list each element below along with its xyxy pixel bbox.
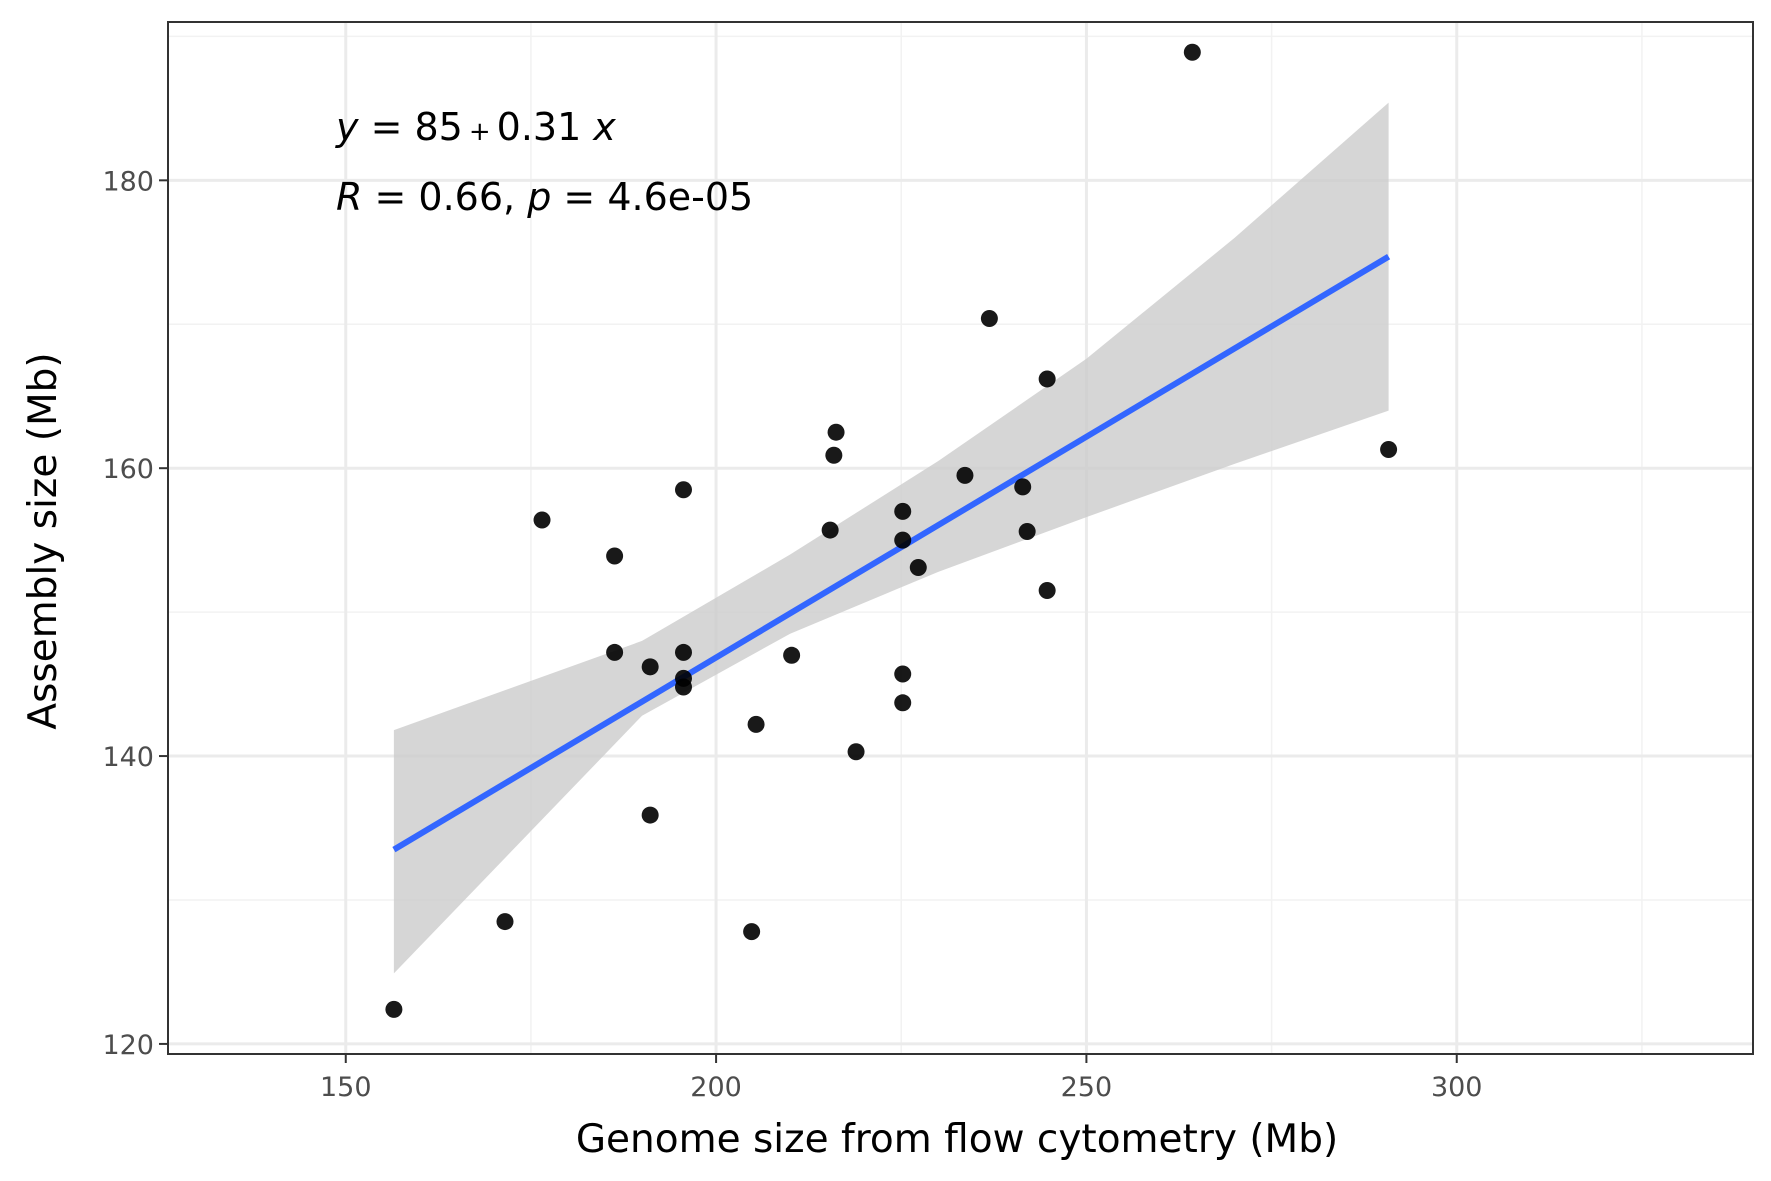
data-point (1018, 523, 1036, 541)
equation-slope: 0.31 (497, 105, 582, 149)
panel-border (167, 21, 1754, 1055)
data-point (847, 743, 865, 761)
y-tick-label: 180 (102, 166, 154, 197)
data-point (496, 913, 514, 931)
equation-intercept: 85 (415, 105, 463, 149)
equation-y-var: y (335, 105, 359, 149)
data-point (956, 466, 974, 484)
data-point (1183, 43, 1201, 61)
y-tick-label: 140 (102, 742, 154, 773)
equation-x-var: x (592, 105, 616, 149)
stats-r-value: 0.66 (418, 175, 503, 219)
y-tick-label: 120 (102, 1030, 154, 1061)
data-point (1038, 582, 1056, 600)
data-point (980, 310, 998, 328)
data-point (533, 511, 551, 529)
data-point (743, 923, 761, 941)
data-point (747, 715, 765, 733)
x-tick-label: 250 (1061, 1072, 1113, 1103)
data-point (783, 646, 801, 664)
data-point (825, 446, 843, 464)
data-point (606, 643, 624, 661)
data-point (909, 559, 927, 577)
y-axis-label: Assembly size (Mb) (21, 352, 66, 729)
data-point (827, 423, 845, 441)
data-point (821, 521, 839, 539)
data-point (894, 531, 912, 549)
x-axis-label: Genome size from flow cytometry (Mb) (576, 1117, 1338, 1162)
correlation-stats: R = 0.66, p = 4.6e-05 (336, 175, 753, 219)
data-point (1380, 440, 1398, 458)
data-point (641, 806, 659, 824)
data-point (674, 643, 692, 661)
y-axis-ticks: 120 140 160 180 (102, 166, 168, 1061)
x-tick-label: 200 (690, 1072, 742, 1103)
x-tick-label: 300 (1431, 1072, 1483, 1103)
confidence-band (393, 102, 1389, 974)
y-tick-label: 160 (102, 454, 154, 485)
equation-operator: + (469, 117, 491, 147)
data-points (385, 43, 1398, 1018)
stats-r-var: R (336, 175, 362, 219)
data-point (385, 1000, 403, 1018)
stats-p-value: 4.6e-05 (607, 175, 753, 219)
data-point (641, 658, 659, 676)
data-point (1014, 478, 1032, 496)
x-tick-label: 150 (320, 1072, 372, 1103)
x-axis-ticks: 150 200 250 300 (320, 1054, 1483, 1103)
data-point (606, 547, 624, 565)
data-point (894, 502, 912, 520)
data-point (674, 678, 692, 696)
data-point (1038, 370, 1056, 388)
data-point (674, 481, 692, 499)
data-point (894, 665, 912, 683)
stats-p-var: p (526, 175, 551, 219)
regression-equation: y = 85 +0.31 x (335, 105, 616, 149)
data-point (894, 694, 912, 712)
regression-line (392, 254, 1391, 853)
